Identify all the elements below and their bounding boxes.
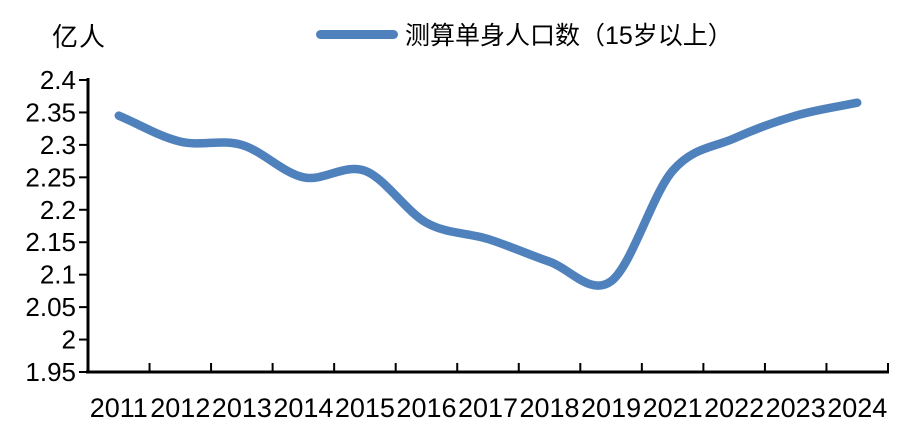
x-tick-label: 2015 (335, 393, 395, 423)
data-line-single-population (114, 98, 862, 290)
x-tick-label: 2014 (273, 393, 333, 423)
x-tick-label: 2011 (90, 393, 148, 423)
y-tick-label: 2.1 (40, 260, 76, 290)
x-tick-label: 2022 (704, 393, 764, 423)
y-tick-label: 2.15 (25, 227, 76, 257)
y-tick-label: 1.95 (25, 357, 76, 387)
y-tick-label: 2.05 (25, 292, 76, 322)
x-tick-label: 2018 (519, 393, 579, 423)
y-tick-label: 2.35 (25, 97, 76, 127)
y-tick-label: 2.2 (40, 195, 76, 225)
y-axis-unit-label: 亿人 (52, 22, 107, 52)
y-tick-label: 2 (62, 325, 76, 355)
x-tick-label: 2017 (458, 393, 518, 423)
x-tick-label: 2012 (150, 393, 210, 423)
x-tick-label: 2013 (212, 393, 272, 423)
legend-label: 测算单身人口数（15岁以上） (405, 22, 733, 50)
x-tick-label: 2016 (396, 393, 456, 423)
x-tick-label: 2024 (827, 393, 887, 423)
y-tick-label: 2.25 (25, 162, 76, 192)
x-tick-label: 2023 (766, 393, 826, 423)
y-tick-label: 2.4 (40, 65, 76, 95)
x-tick-label: 2021 (643, 393, 703, 423)
legend-line-swatch (316, 29, 398, 39)
legend: 测算单身人口数（15岁以上） (316, 16, 733, 52)
x-tick-label: 2019 (581, 393, 641, 423)
y-tick-label: 2.3 (40, 130, 76, 160)
